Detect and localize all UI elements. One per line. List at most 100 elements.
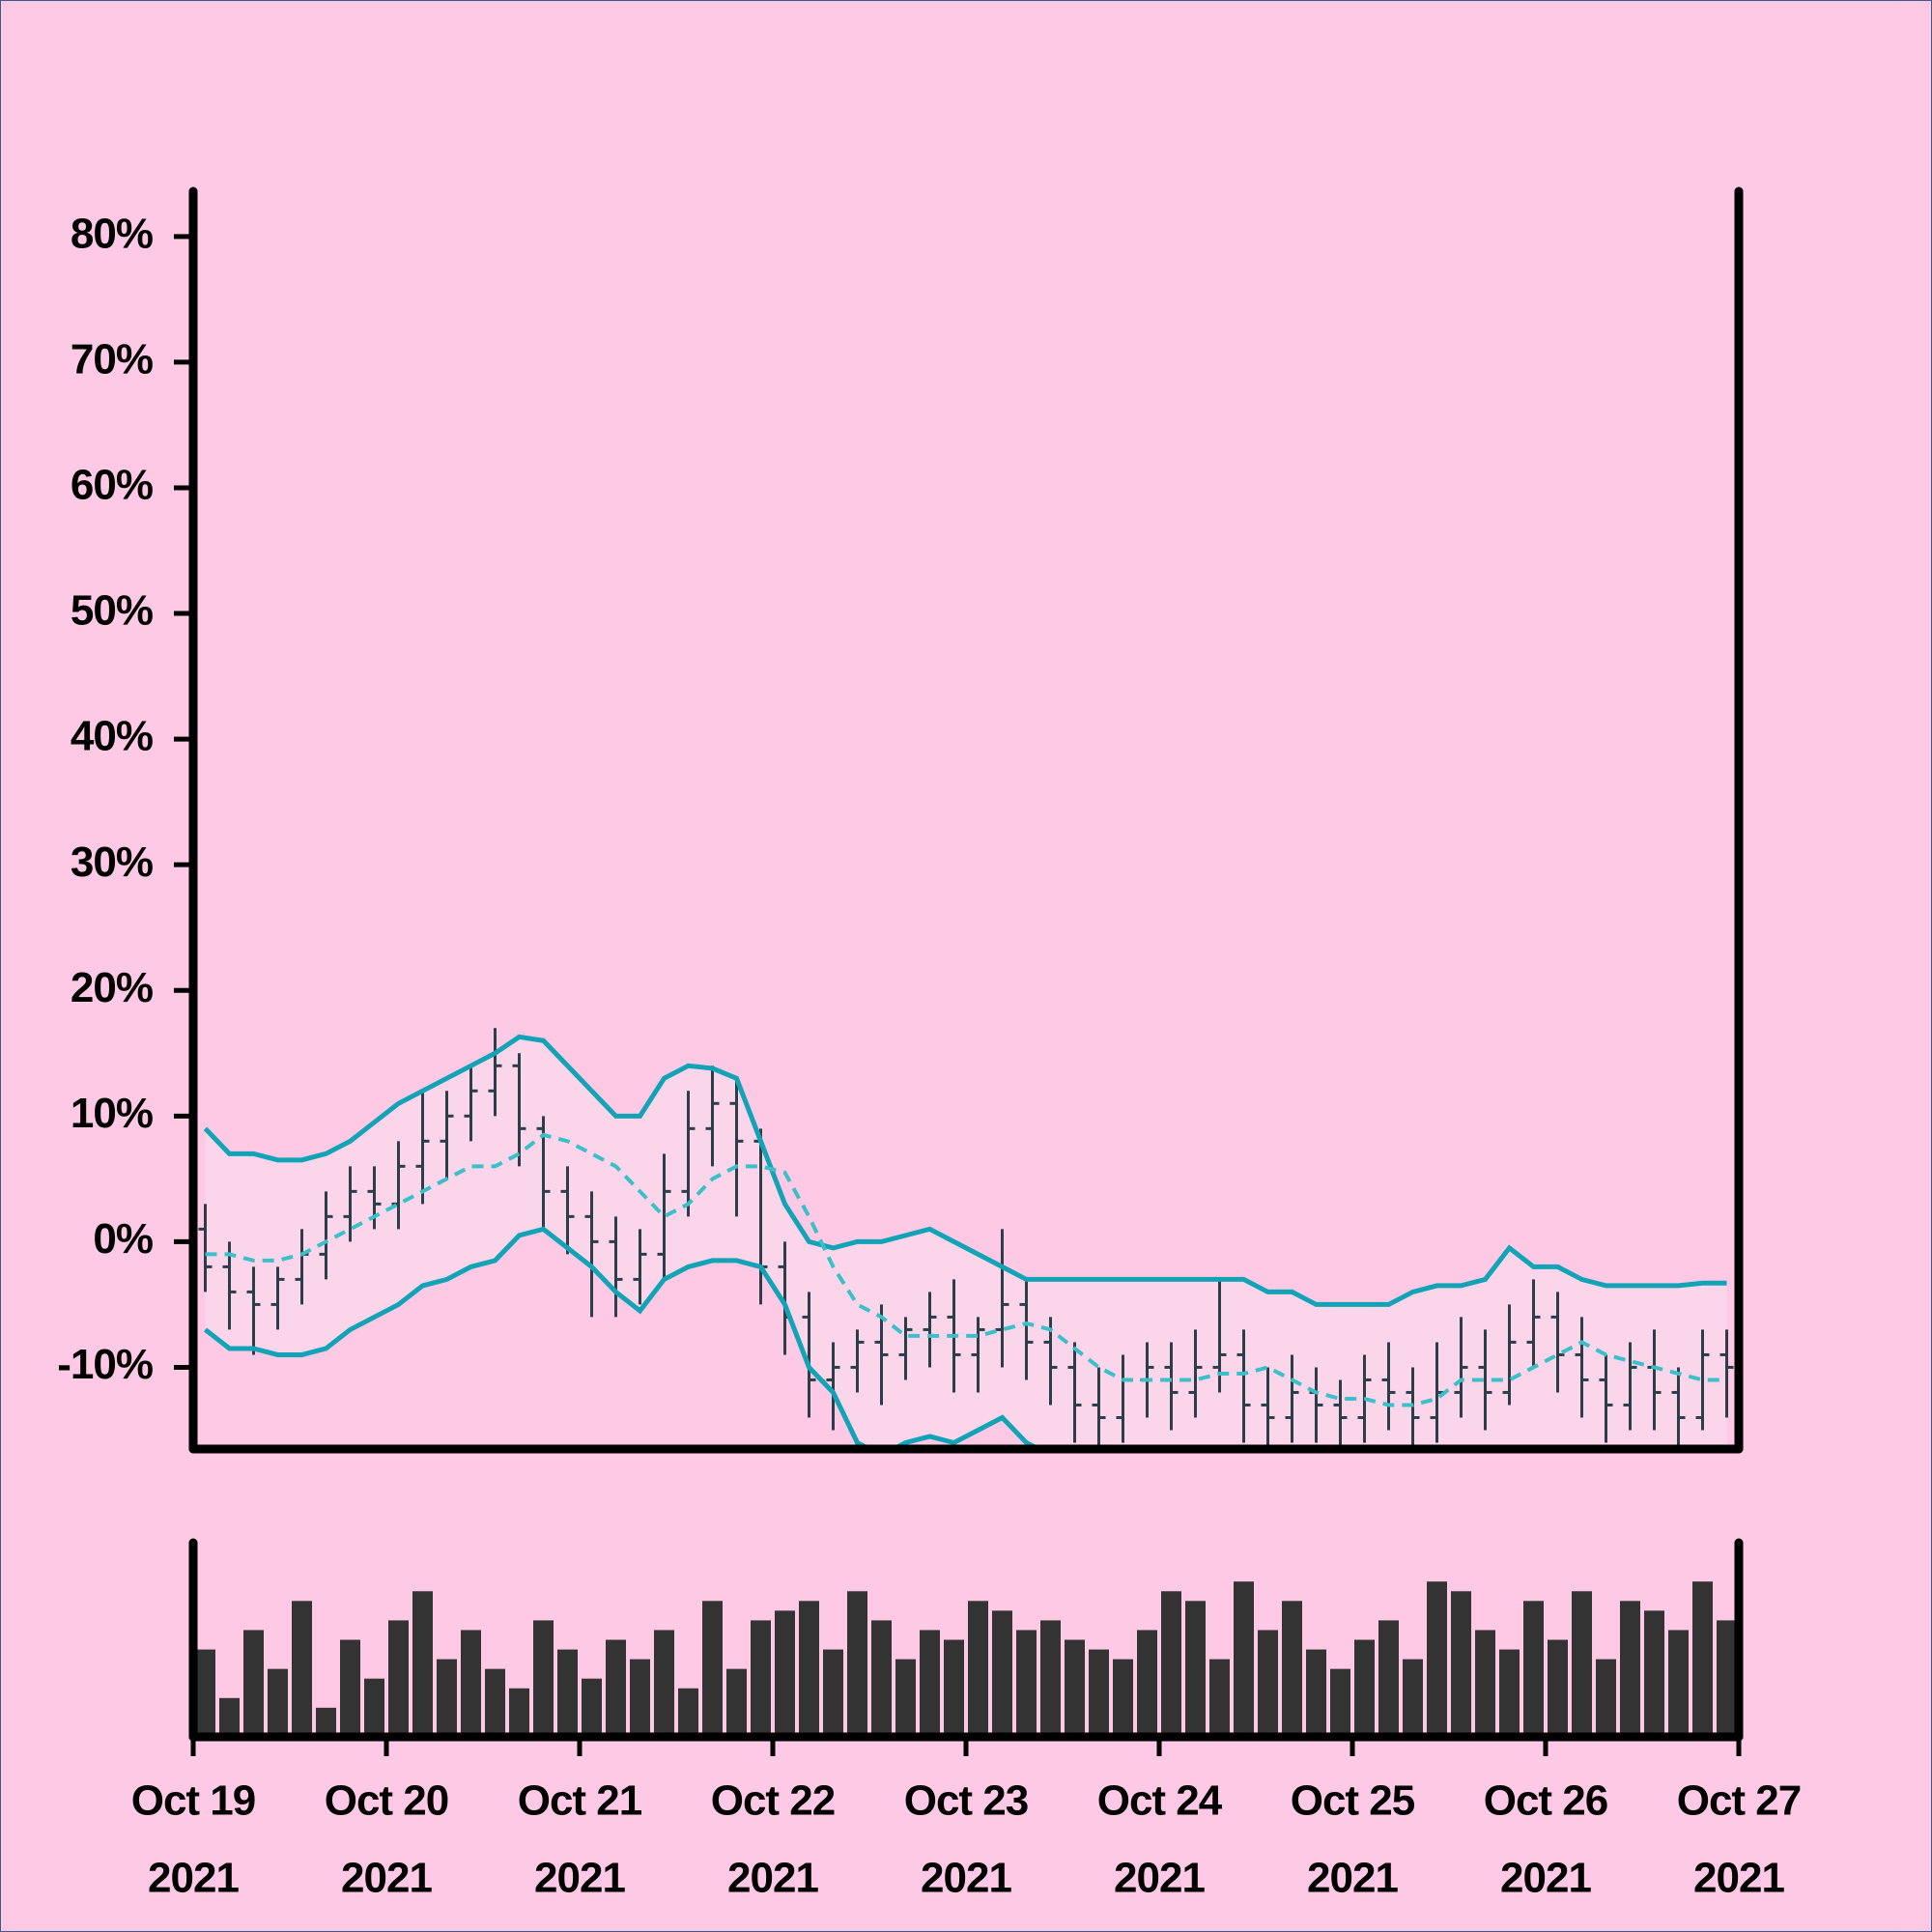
y-tick-label: 20% [71, 964, 153, 1011]
x-tick-label: Oct 27 [1677, 1777, 1802, 1825]
volume-bar [1137, 1630, 1157, 1737]
volume-bar [775, 1610, 795, 1737]
x-tick-label: 2021 [1693, 1855, 1784, 1902]
volume-bar [1523, 1601, 1544, 1737]
x-tick-label: 2021 [534, 1855, 625, 1902]
volume-bar [1620, 1601, 1640, 1737]
volume-bar [871, 1620, 892, 1737]
volume-bar [582, 1678, 602, 1737]
x-tick-label: Oct 24 [1097, 1777, 1223, 1825]
volume-bar [219, 1697, 240, 1737]
volume-bar [895, 1659, 916, 1737]
volume-bar [1378, 1620, 1399, 1737]
volume-bar [1306, 1649, 1326, 1737]
volume-bar [992, 1610, 1012, 1737]
volume-bar [1040, 1620, 1061, 1737]
volume-bar [388, 1620, 409, 1737]
x-tick-label: 2021 [1114, 1855, 1205, 1902]
volume-bar [1330, 1668, 1350, 1737]
x-tick-label: 2021 [1307, 1855, 1398, 1902]
volume-bar [1234, 1581, 1254, 1737]
volume-bar [1209, 1659, 1230, 1737]
volume-bar [1185, 1601, 1206, 1737]
volume-bar [1644, 1610, 1664, 1737]
volume-bar [654, 1630, 674, 1737]
x-tick-label: Oct 25 [1291, 1777, 1415, 1825]
volume-bar [292, 1601, 312, 1737]
volume-bar [412, 1591, 433, 1737]
volume-bar [1403, 1659, 1423, 1737]
volume-bar [509, 1688, 529, 1737]
volume-bar [726, 1668, 747, 1737]
y-tick-label: 60% [71, 462, 153, 509]
x-tick-label: Oct 19 [131, 1777, 256, 1825]
volume-bar [1499, 1649, 1520, 1737]
volume-bar [1354, 1639, 1375, 1737]
volume-bar [1427, 1581, 1447, 1737]
y-tick-label: -10% [57, 1341, 153, 1388]
x-tick-label: Oct 22 [711, 1777, 836, 1825]
y-tick-label: 50% [71, 587, 153, 635]
volume-bar [533, 1620, 554, 1737]
x-tick-label: 2021 [1500, 1855, 1591, 1902]
y-tick-label: 40% [71, 713, 153, 760]
volume-bar [364, 1678, 384, 1737]
x-tick-label: Oct 21 [518, 1777, 642, 1825]
x-tick-label: 2021 [921, 1855, 1011, 1902]
volume-bar [823, 1649, 843, 1737]
y-tick-label: 0% [93, 1215, 153, 1263]
volume-bar [268, 1668, 288, 1737]
volume-bar [1282, 1601, 1302, 1737]
axes: -10% 0% 10% 20% 30% 40% 50% 60% 70% 80% Oct 19 2021… [57, 186, 1802, 1902]
volume-bar [485, 1668, 505, 1737]
volume-bar [606, 1639, 626, 1737]
band-lower [203, 1226, 1044, 1449]
volume-bar [1065, 1639, 1085, 1737]
volume-bar [630, 1659, 650, 1737]
x-tick-label: 2021 [148, 1855, 239, 1902]
volume-bar [1475, 1630, 1495, 1737]
band-fill [205, 1037, 1727, 1449]
volume-bar [557, 1649, 578, 1737]
volume-bar [1089, 1649, 1109, 1737]
band-upper [203, 1034, 1727, 1307]
x-tick-label: 2021 [341, 1855, 432, 1902]
x-tick-label: Oct 20 [325, 1777, 449, 1825]
volume-bar [1717, 1620, 1737, 1737]
volume-bar [437, 1659, 457, 1737]
y-tick-label: 80% [71, 210, 153, 257]
volume-bar [678, 1688, 698, 1737]
y-tick-label: 10% [71, 1090, 153, 1137]
volume-bar [920, 1630, 940, 1737]
volume-bar [1258, 1630, 1278, 1737]
volume-bar [799, 1601, 819, 1737]
y-tick-label: 70% [71, 336, 153, 384]
volume-bar [1596, 1659, 1616, 1737]
volume-bar [243, 1630, 264, 1737]
volume-bar [1548, 1639, 1568, 1737]
volume-bar [1113, 1659, 1133, 1737]
volume-bar [702, 1601, 723, 1737]
y-tick-label: 30% [71, 838, 153, 886]
volume-bar [1161, 1591, 1181, 1737]
x-tick-label: Oct 23 [904, 1777, 1029, 1825]
volume-bar [1692, 1581, 1713, 1737]
volume-bar [316, 1707, 336, 1737]
volume-bar [195, 1649, 215, 1737]
volume-bar [340, 1639, 360, 1737]
volume-bar [1016, 1630, 1037, 1737]
volume-plot [195, 1581, 1737, 1737]
volume-bar [968, 1601, 988, 1737]
volume-bar [847, 1591, 867, 1737]
volume-bar [944, 1639, 964, 1737]
volume-bar [1572, 1591, 1592, 1737]
price-plot [198, 1028, 1734, 1449]
volume-bar [1668, 1630, 1689, 1737]
x-tick-label: Oct 26 [1484, 1777, 1608, 1825]
x-tick-label: 2021 [727, 1855, 818, 1902]
band-middle [205, 1132, 1727, 1407]
volume-bar [1451, 1591, 1471, 1737]
